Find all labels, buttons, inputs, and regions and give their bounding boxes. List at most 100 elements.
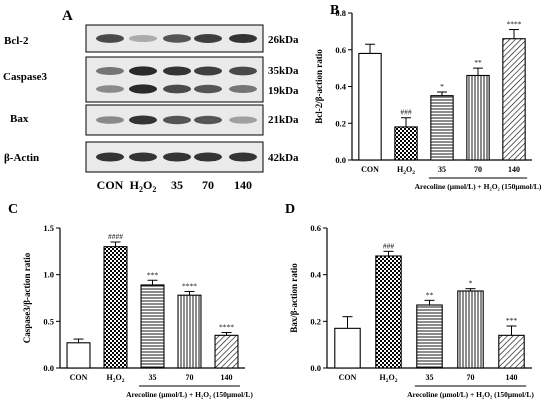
x-tick-label-140: 140 [506,373,518,382]
significance-mark: **** [507,20,522,29]
significance-mark: ** [426,290,434,299]
y-tick-label: 0.0 [43,363,54,373]
y-tick-label: 0.4 [335,82,346,92]
x-tick-label-70: 70 [467,373,475,382]
band-size-caspase3-19: 19kDa [268,85,299,97]
bar-h2o2 [375,255,402,369]
band-caspase3-35-lane-1 [96,67,124,75]
x-tick-label-h2o2: H2O2 [380,373,398,384]
x-tick-label-h2o2: H2O2 [107,373,125,384]
band-label-bax: Bax [10,113,29,125]
band-label-caspase3: Caspase3 [3,71,48,83]
band-label-actin: β-Actin [4,152,39,164]
significance-mark: ### [400,108,412,117]
y-tick-label: 0.2 [335,118,346,128]
x-tick-label-70: 70 [474,165,482,174]
significance-mark: * [469,279,473,288]
bar-70 [457,290,484,369]
band-label-bcl2: Bcl-2 [4,35,29,47]
y-tick-label: 0.2 [310,316,321,326]
band-caspase3-35-lane-5 [229,66,257,76]
significance-mark: **** [182,281,197,290]
bar-h2o2 [394,126,418,161]
x-tick-label-con: CON [339,373,357,382]
bar-35 [430,95,454,161]
y-axis-label: Bcl-2/β-action ratio [314,49,324,124]
band-bax-lane-1 [96,116,124,124]
y-tick-label: 0.4 [310,270,321,280]
band-actin-lane-5 [229,152,257,162]
panel-b-bcl2-chart: B 0.0 0.2 0.4 0.6 0.8 Bcl-2/β-action ratio CON… [314,3,542,191]
panel-letter-a: A [62,8,73,24]
lane-label-140: 140 [234,178,252,192]
band-bax-lane-4 [194,115,222,125]
band-bcl2-lane-4 [194,34,222,43]
bar-h2o2 [103,246,128,369]
x-tick-label-140: 140 [508,165,520,174]
lane-label-35: 35 [171,178,183,192]
y-tick-label: 0.0 [310,363,321,373]
band-actin-lane-3 [163,152,191,162]
lane-labels: CON H2O2 35 70 140 [97,178,252,194]
panel-letter-b: B [330,3,339,18]
x-axis-note: Arecoline (μmol/L) + H₂O₂ (150μmol/L) [126,390,253,399]
significance-mark: #### [108,232,123,241]
y-tick-label: 0.0 [335,155,346,165]
x-tick-label-35: 35 [149,373,157,382]
band-bax-lane-3 [163,115,191,125]
panel-d-bax-chart: D 0.0 0.2 0.4 0.6 Bax/β-action ratio CON ### H2… [285,202,534,399]
band-caspase3-19-lane-4 [194,84,222,94]
x-tick-label-35: 35 [426,373,434,382]
y-axis-label: Caspase3/β-action ratio [22,252,32,343]
x-axis-note: Arecoline (μmol/L) + H₂O₂ (150μmol/L) [407,390,534,399]
lane-label-h2o2: H2O2 [130,178,157,194]
bar-70 [466,74,490,161]
bar-con [66,342,91,369]
band-bcl2-lane-2 [129,34,157,43]
y-tick-label: 1.5 [43,223,54,233]
lane-label-70: 70 [202,178,214,192]
bar-35 [416,304,443,369]
band-caspase3-19-lane-3 [163,84,191,94]
panel-c-caspase3-chart: C 0.0 0.5 1.0 1.5 Caspase3/β-action ratio CON… [8,202,253,399]
bar-35 [140,284,165,369]
significance-mark: *** [147,270,159,279]
band-bax-lane-2 [129,115,157,125]
panel-a-western-blot: A Bcl-2 Caspase3 Bax β-Actin 26kDa 35kDa… [3,8,299,194]
significance-mark: *** [506,316,518,325]
y-tick-label: 0.5 [43,316,54,326]
band-caspase3-35-lane-4 [194,66,222,76]
x-axis-note: Arecoline (μmol/L) + H₂O₂ (150μmol/L) [415,182,542,191]
bar-140 [502,38,526,161]
significance-mark: * [440,82,444,91]
y-tick-label: 1.0 [43,270,54,280]
band-size-bcl2: 26kDa [268,34,299,46]
y-axis-label: Bax/β-action ratio [289,263,299,333]
significance-mark: **** [219,323,234,332]
blot-bands [96,33,257,162]
band-size-bax: 21kDa [268,114,299,126]
significance-mark: ** [474,58,482,67]
band-size-caspase3-35: 35kDa [268,65,299,77]
bar-con [334,327,361,369]
x-tick-label-35: 35 [438,165,446,174]
bar-con [358,52,382,161]
band-actin-lane-2 [129,152,157,162]
band-caspase3-35-lane-3 [163,66,191,76]
x-tick-label-70: 70 [186,373,194,382]
lane-label-con: CON [97,178,124,192]
band-actin-lane-4 [194,152,222,162]
y-tick-label: 0.6 [335,45,346,55]
band-caspase3-19-lane-2 [129,84,157,94]
bar-140 [214,334,239,369]
band-bcl2-lane-3 [163,34,191,43]
band-bcl2-lane-5 [229,33,257,44]
band-bcl2-lane-1 [96,34,124,43]
band-bax-lane-5 [229,116,257,124]
bar-70 [177,294,202,369]
band-actin-lane-1 [96,152,124,162]
y-tick-label: 0.6 [310,223,321,233]
band-size-actin: 42kDa [268,152,299,164]
x-tick-label-con: CON [70,373,88,382]
